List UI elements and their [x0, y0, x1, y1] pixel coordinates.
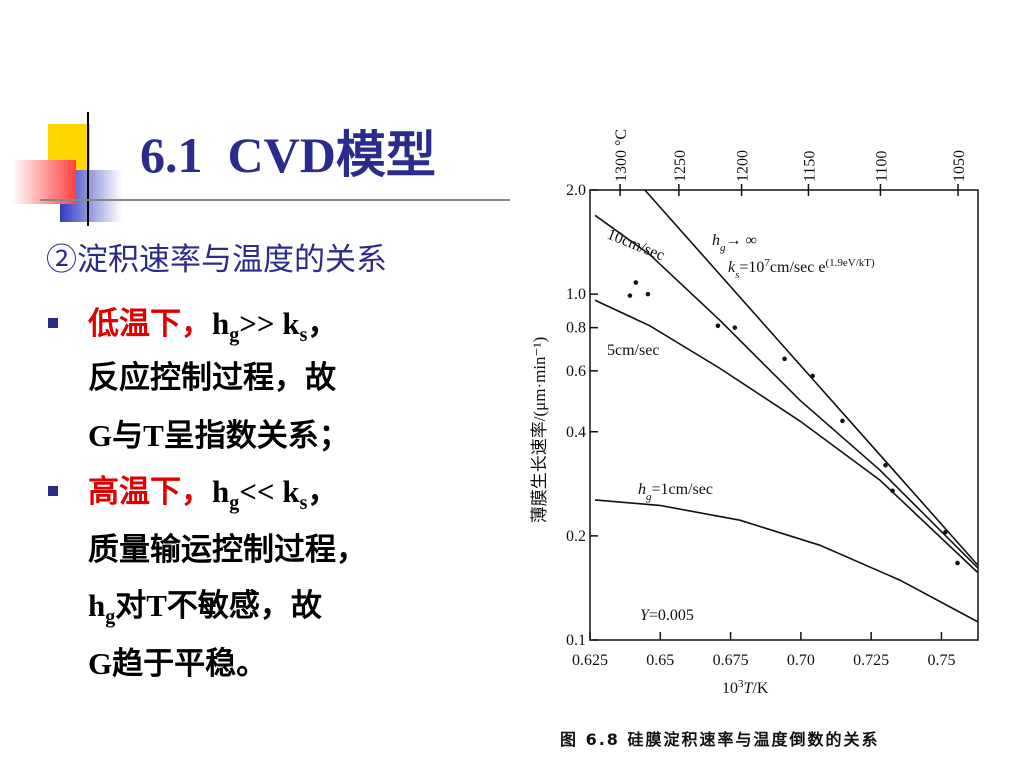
data-point — [627, 293, 633, 298]
data-point — [890, 488, 895, 494]
plot-frame — [589, 189, 979, 641]
annotation-part: 10 — [722, 680, 738, 697]
text: 对T不敏感，故 — [115, 588, 322, 623]
data-point — [633, 280, 639, 285]
annotation-part: s — [735, 269, 739, 281]
x-tick-label: 0.65 — [646, 652, 674, 669]
annotation-part: → ∞ — [726, 232, 757, 249]
annotation-part: h — [712, 232, 720, 249]
x-tick-label: 0.725 — [853, 652, 889, 669]
text: ， — [307, 474, 339, 509]
annotation: 103T/K — [722, 678, 769, 697]
annotation-part: 7 — [764, 257, 770, 269]
annotation: hg=1cm/sec — [638, 481, 713, 503]
y-tick-label: 0.6 — [566, 363, 586, 380]
annotation-part: /K — [752, 680, 768, 697]
series-label: 10cm/sec — [605, 226, 667, 264]
deco — [87, 112, 89, 226]
text: 高温下， — [88, 474, 212, 509]
series-label: 5cm/sec — [607, 342, 659, 359]
y-tick-label: 1.0 — [566, 286, 586, 303]
y-axis-label: 薄膜生长速率/(μm·min⁻¹) — [530, 337, 549, 524]
data-point — [715, 323, 721, 329]
text-line: 质量输运控制过程， — [88, 524, 367, 569]
annotation-part: k — [728, 259, 736, 276]
bullet — [48, 318, 58, 328]
series-line — [594, 499, 978, 623]
x-tick-label: 0.625 — [572, 652, 608, 669]
bullet — [48, 486, 58, 496]
text: s — [299, 492, 308, 515]
annotation-part: T — [744, 680, 754, 697]
text: >> k — [239, 306, 300, 341]
text: g — [229, 492, 240, 515]
series-line — [594, 214, 979, 569]
x2-tick-label: 1200 — [735, 150, 752, 182]
subtitle: ②淀积速率与温度的关系 — [46, 242, 387, 277]
annotation-part: g — [720, 242, 726, 254]
y-tick-label: 2.0 — [566, 182, 586, 199]
text: ， — [307, 306, 339, 341]
annotation-part: cm/sec e — [770, 259, 826, 276]
data-point — [955, 560, 960, 566]
text-line: G趋于平稳。 — [88, 638, 267, 683]
text-line: 低温下，hg>> ks， — [88, 298, 338, 347]
text-line: 反应控制过程，故 — [88, 352, 336, 397]
data-point — [645, 291, 651, 297]
caption: 图 6.8 硅膜淀积速率与温度倒数的关系 — [560, 730, 880, 749]
deco — [40, 199, 510, 201]
text: g — [229, 324, 240, 347]
annotation-part: =10 — [739, 259, 764, 276]
annotation-part: (1.9eV/kT) — [825, 257, 875, 269]
annotation: Y=0.005 — [640, 607, 694, 624]
y-tick-label: 0.8 — [566, 320, 586, 337]
text-line: 高温下，hg<< ks， — [88, 466, 338, 515]
x-tick-label: 0.675 — [713, 652, 749, 669]
data-point — [883, 462, 888, 468]
data-point — [732, 325, 738, 330]
series-line — [594, 299, 978, 573]
text: 低温下， — [88, 306, 212, 341]
text: h — [212, 306, 230, 341]
annotation-part: g — [646, 491, 652, 503]
text: g — [105, 606, 116, 629]
data-point — [943, 529, 948, 535]
annotation: hg→ ∞ — [712, 232, 757, 254]
text: << k — [239, 474, 300, 509]
title: 6.1 CVD模型 — [140, 127, 436, 183]
text: h — [88, 588, 106, 623]
text: G与T呈指数关系； — [88, 418, 350, 453]
annotation-part: Y — [640, 607, 651, 624]
text-line: G与T呈指数关系； — [88, 410, 350, 455]
text: s — [299, 324, 308, 347]
x2-tick-label: 1150 — [801, 151, 818, 182]
x2-tick-label: 1250 — [672, 150, 689, 182]
x-tick-label: 0.75 — [927, 652, 955, 669]
text: h — [212, 474, 230, 509]
data-point — [782, 356, 787, 362]
text: 质量输运控制过程， — [88, 532, 367, 567]
annotation-part: 3 — [738, 678, 744, 690]
text-line: hg对T不敏感，故 — [88, 580, 322, 629]
annotation-part: =1cm/sec — [652, 481, 713, 498]
x2-tick-label: 1100 — [873, 151, 890, 182]
y-tick-label: 0.2 — [566, 528, 586, 545]
annotation: ks=107cm/sec e(1.9eV/kT) — [728, 257, 875, 281]
text: G趋于平稳。 — [88, 646, 268, 681]
x2-tick-label: 1050 — [951, 150, 968, 182]
text: 反应控制过程，故 — [88, 360, 336, 395]
deco — [12, 160, 76, 204]
data-point — [840, 418, 845, 424]
y-tick-label: 0.4 — [566, 424, 586, 441]
data-point — [810, 373, 815, 379]
x2-tick-label: 1300 °C — [613, 129, 630, 182]
annotation-part: h — [638, 481, 646, 498]
x-tick-label: 0.70 — [787, 652, 815, 669]
annotation-part: =0.005 — [649, 607, 694, 624]
y-tick-label: 0.1 — [566, 632, 586, 649]
